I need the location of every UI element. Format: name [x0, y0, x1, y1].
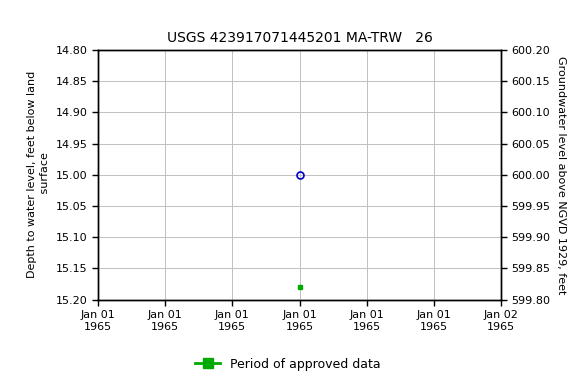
Y-axis label: Groundwater level above NGVD 1929, feet: Groundwater level above NGVD 1929, feet — [556, 56, 566, 294]
Y-axis label: Depth to water level, feet below land
 surface: Depth to water level, feet below land su… — [27, 71, 50, 278]
Legend: Period of approved data: Period of approved data — [190, 353, 386, 376]
Title: USGS 423917071445201 MA-TRW   26: USGS 423917071445201 MA-TRW 26 — [166, 31, 433, 45]
